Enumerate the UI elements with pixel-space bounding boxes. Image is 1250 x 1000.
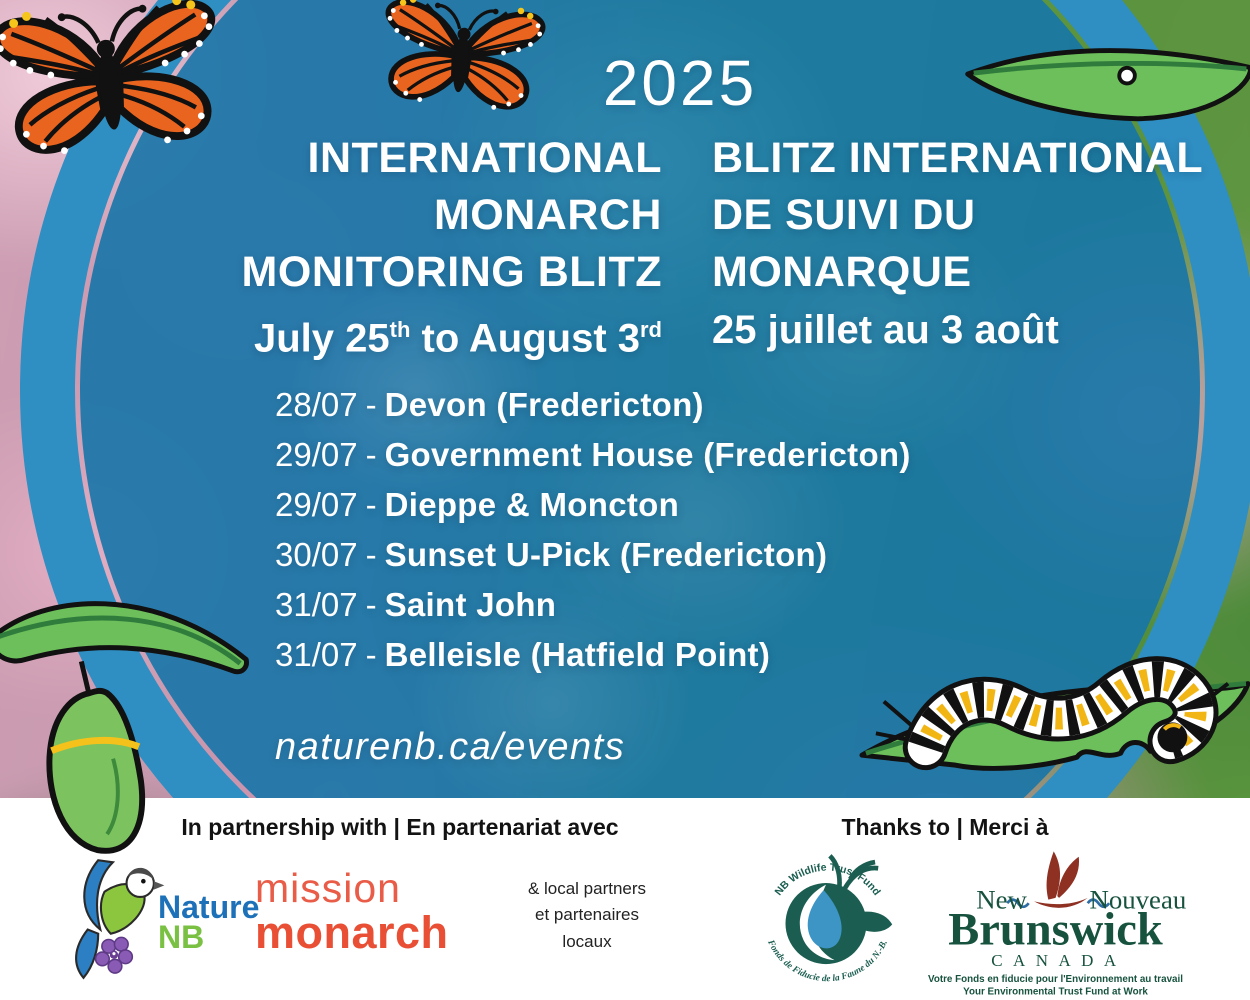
monarch-butterfly-icon-small [365,0,557,143]
event-list: 28/07- Devon (Fredericton) 29/07- Governme… [275,380,911,680]
nature-nb-bird-icon [75,859,165,980]
deer-muzzle-icon [862,911,893,932]
date-en-sup1: th [389,317,411,342]
event-date: 29/07 [275,436,358,473]
local-partners-note: & local partners et partenaires locaux [462,876,712,955]
blue-circle-overlay [80,0,1200,950]
title-english: INTERNATIONAL MONARCH MONITORING BLITZ J… [0,130,662,366]
local-partners-line2: et partenaires [535,905,639,925]
event-separator: - [365,636,377,673]
sailboat-hull [1034,897,1088,908]
mission-monarch-logo: mission monarch [255,865,449,958]
event-date: 31/07 [275,636,358,673]
event-row: 31/07- Belleisle (Hatfield Point) [275,630,911,680]
nb-tagline-en: Your Environmental Trust Fund at Work [963,986,1148,997]
event-row: 29/07- Dieppe & Moncton [275,480,911,530]
event-date: 31/07 [275,586,358,623]
partnership-label: In partnership with | En partenariat ave… [181,814,619,840]
waves-icon [1006,898,1111,909]
nb-nouveau-text: Nouveau [1089,885,1186,915]
monarch-word: monarch [255,906,449,958]
event-row: 31/07- Saint John [275,580,911,630]
nb-brunswick-text: Brunswick [948,904,1163,955]
title-en-line1: INTERNATIONAL [307,134,662,182]
footer-bar: In partnership with | En partenariat ave… [0,798,1250,1000]
event-location: Belleisle (Hatfield Point) [384,636,771,673]
date-en-part2: to August 3 [410,316,641,361]
event-separator: - [365,436,377,473]
poster-titles: INTERNATIONAL MONARCH MONITORING BLITZ J… [0,130,1250,366]
monarch-butterfly-icon [0,0,244,199]
mission-word: mission [255,865,401,911]
leaf-with-egg-icon [955,6,1250,162]
date-en-part1: July 25 [253,316,390,361]
nb-canada-text: C A N A D A [991,951,1119,970]
thanks-label: Thanks to | Merci à [841,814,1049,840]
swoosh-icon [799,884,835,961]
event-separator: - [365,586,377,623]
title-fr-line3: MONARQUE [712,248,972,296]
event-row: 29/07- Government House (Fredericton) [275,430,911,480]
nb-word: NB [158,919,205,956]
event-location: Government House (Fredericton) [384,436,911,473]
event-location: Devon (Fredericton) [384,386,704,423]
nature-nb-logo: Nature NB [56,856,259,982]
date-en-sup2: rd [640,317,662,342]
sailboat-sail [1057,856,1080,898]
local-partners-line3: locaux [562,931,612,951]
monarch-caterpillar-icon [856,598,1250,812]
deer-antlers-icon [828,854,879,892]
nature-word: Nature [158,889,260,925]
title-fr-line2: DE SUIVI DU [712,191,976,239]
event-date: 30/07 [275,536,358,573]
event-row: 28/07- Devon (Fredericton) [275,380,911,430]
sailboat-icon [1046,851,1061,900]
title-fr-line1: BLITZ INTERNATIONAL [712,134,1204,182]
local-partners-line1: & local partners [527,879,647,898]
website-url: naturenb.ca/events [275,726,626,768]
dates-french: 25 juillet au 3 août [712,308,1059,352]
chrysalis-icon [0,576,264,879]
event-separator: - [365,536,377,573]
title-en-line2: MONARCH [433,191,662,239]
title-en-line3: MONITORING BLITZ [241,248,662,296]
event-location: Saint John [384,586,557,623]
nature-nb-wordmark: Nature NB [158,856,259,982]
event-location: Dieppe & Moncton [384,486,680,523]
dates-english: July 25th to August 3rd [0,302,662,366]
nb-tagline-fr: Votre Fonds en fiducie pour l'Environnem… [928,974,1183,985]
event-date: 28/07 [275,386,358,423]
water-drop-icon [807,890,842,949]
event-location: Sunset U-Pick (Fredericton) [384,536,828,573]
event-separator: - [365,486,377,523]
new-brunswick-canada-logo: New Nouveau Brunswick C A N A D A Votre … [928,851,1186,997]
event-date: 29/07 [275,486,358,523]
event-row: 30/07- Sunset U-Pick (Fredericton) [275,530,911,580]
poster-year: 2025 [602,47,758,119]
nb-new-text: New [976,885,1027,915]
title-french: BLITZ INTERNATIONAL DE SUIVI DU MONARQUE… [712,130,1212,366]
event-separator: - [365,386,377,423]
nb-wildlife-trust-fund-logo: NB Wildlife Trust Fund Fonds de Fiducie … [765,854,893,984]
